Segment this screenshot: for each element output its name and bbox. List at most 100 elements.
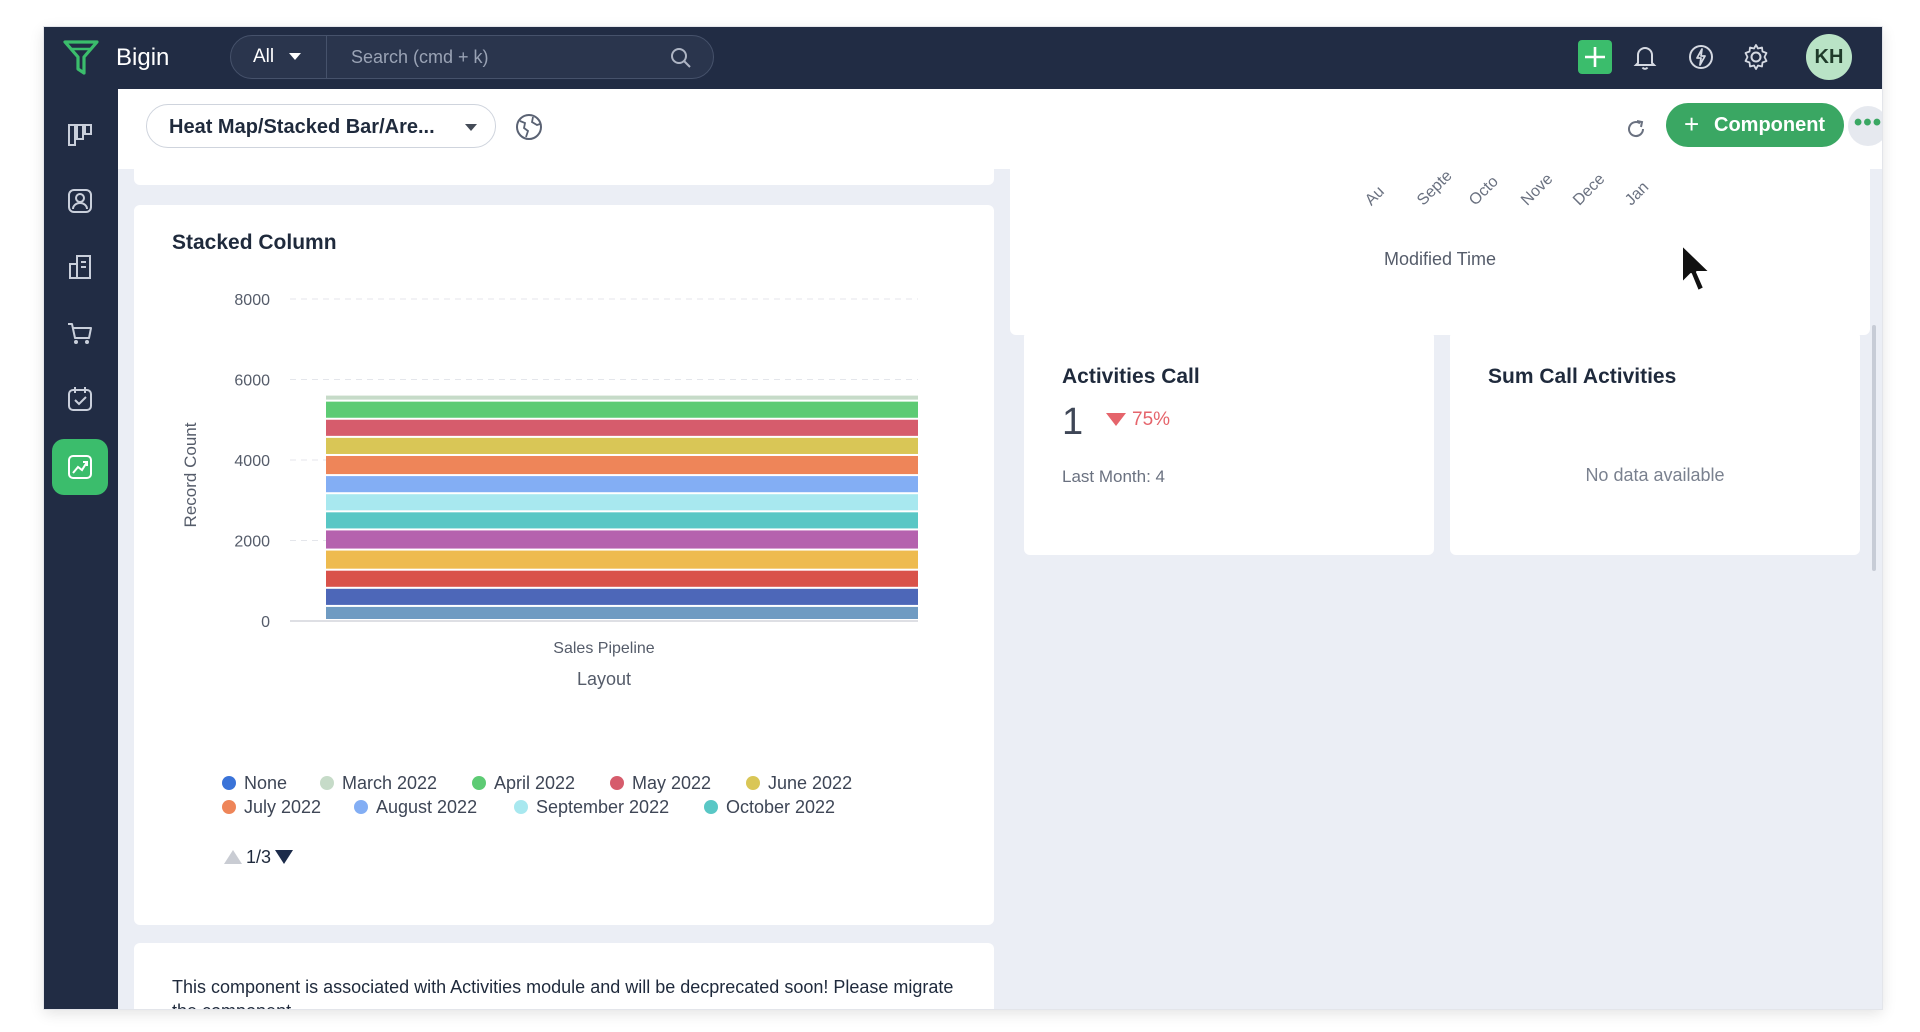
bigin-logo-icon[interactable] — [62, 37, 100, 77]
bar-segment[interactable] — [326, 530, 918, 549]
y-tick-label: 6000 — [234, 373, 270, 390]
bar-segment[interactable] — [326, 455, 918, 475]
bar-segment[interactable] — [326, 550, 918, 569]
sidebar — [44, 89, 118, 1009]
bar-segment[interactable] — [326, 512, 918, 529]
legend-item[interactable]: July 2022 — [222, 797, 321, 818]
legend-item[interactable]: June 2022 — [746, 773, 852, 794]
legend-swatch — [704, 800, 718, 814]
legend-item[interactable]: September 2022 — [514, 797, 669, 818]
component-title: Activities Call — [1062, 365, 1200, 388]
component-card-stub — [134, 157, 994, 185]
legend-label: October 2022 — [726, 797, 836, 817]
empty-state-message: No data available — [1585, 465, 1725, 485]
avatar[interactable]: KH — [1806, 34, 1852, 80]
app-window: Bigin All KH — [44, 27, 1882, 1009]
legend-pager[interactable]: 1/3 — [224, 847, 294, 868]
kpi-value: 1 — [1062, 401, 1084, 443]
bell-icon[interactable] — [1630, 42, 1660, 72]
legend-item[interactable]: May 2022 — [610, 773, 711, 794]
global-search: All — [230, 35, 714, 79]
sidebar-item-activities[interactable] — [52, 371, 108, 427]
legend-item[interactable]: None — [222, 773, 287, 794]
bar-segment[interactable] — [326, 401, 918, 418]
cart-icon — [68, 323, 92, 344]
bar-segment[interactable] — [326, 395, 918, 400]
deprecation-message: This component is associated with Activi… — [172, 977, 954, 1009]
calendar-check-icon — [68, 387, 92, 411]
legend-prev-icon[interactable] — [224, 850, 242, 864]
dashboard-name: Heat Map/Stacked Bar/Are... — [169, 116, 435, 138]
chart-icon — [68, 455, 92, 479]
kpi-change: 75% — [1132, 409, 1171, 430]
legend-swatch — [320, 776, 334, 790]
component-title: Stacked Column — [172, 231, 337, 254]
app-title: Bigin — [116, 44, 170, 71]
bar-segment[interactable] — [326, 606, 918, 619]
bar-segment[interactable] — [326, 570, 918, 587]
stacked-column-card: Stacked Column 0 2000 4000 6000 8000 Record … — [134, 205, 994, 925]
legend-swatch — [222, 800, 236, 814]
y-tick-label: 2000 — [234, 534, 270, 551]
legend-swatch — [222, 776, 236, 790]
legend-label: March 2022 — [342, 773, 438, 793]
chart-legend: None March 2022 April 2022 May 2022 June 202… — [222, 773, 922, 835]
activities-component-card: This component is associated with Activi… — [134, 943, 994, 1009]
search-scope-select[interactable]: All — [231, 36, 327, 78]
legend-label: None — [244, 773, 288, 793]
mouse-cursor-icon — [1681, 244, 1711, 292]
x-tick-label: Au — [1362, 183, 1388, 210]
y-tick-label: 8000 — [234, 292, 270, 309]
sidebar-item-products[interactable] — [52, 305, 108, 361]
add-component-button[interactable]: + Component — [1666, 103, 1844, 147]
more-options-button[interactable]: ••• — [1848, 106, 1882, 146]
chevron-down-icon — [289, 53, 301, 60]
x-axis-label: Modified Time — [1383, 249, 1497, 269]
legend-label: September 2022 — [536, 797, 670, 817]
y-tick-label: 0 — [261, 614, 270, 631]
activities-call-card: Activities Call 1 75% Last Month: 4 — [1024, 331, 1434, 555]
legend-label: May 2022 — [632, 773, 712, 793]
chevron-down-icon — [465, 124, 477, 131]
legend-swatch — [514, 800, 528, 814]
legend-swatch — [472, 776, 486, 790]
bar-segment[interactable] — [326, 588, 918, 605]
add-component-label: Component — [1714, 114, 1826, 136]
bar-segment[interactable] — [326, 437, 918, 454]
legend-item[interactable]: April 2022 — [472, 773, 575, 794]
search-icon[interactable] — [669, 46, 693, 70]
stacked-column-chart: 0 2000 4000 6000 8000 Record Count Sales Pip… — [181, 292, 918, 689]
dashboard-select[interactable]: Heat Map/Stacked Bar/Are... — [146, 104, 496, 148]
scrollbar[interactable] — [1872, 325, 1876, 571]
x-tick-label: Jan — [1622, 178, 1653, 210]
contact-icon — [68, 189, 92, 213]
legend-item[interactable]: October 2022 — [704, 797, 835, 818]
sidebar-item-contacts[interactable] — [52, 173, 108, 229]
legend-item[interactable]: March 2022 — [320, 773, 437, 794]
bar-segment[interactable] — [326, 476, 918, 493]
feature-icon[interactable] — [1686, 42, 1716, 72]
sidebar-item-companies[interactable] — [52, 239, 108, 295]
search-input[interactable] — [331, 36, 681, 78]
add-icon[interactable] — [1578, 40, 1612, 74]
legend-swatch — [354, 800, 368, 814]
gear-icon[interactable] — [1741, 42, 1771, 72]
x-tick-label: Octo — [1466, 173, 1502, 210]
x-category-label: Sales Pipeline — [553, 640, 655, 657]
x-axis-label: Layout — [577, 669, 631, 689]
bar-segment[interactable] — [326, 419, 918, 436]
sidebar-item-pipelines[interactable] — [52, 107, 108, 163]
refresh-icon[interactable] — [1624, 117, 1648, 141]
search-scope-label: All — [253, 46, 275, 67]
sidebar-item-dashboards[interactable] — [52, 439, 108, 495]
legend-item[interactable]: August 2022 — [354, 797, 477, 818]
bar-segment[interactable] — [326, 494, 918, 511]
legend-swatch — [610, 776, 624, 790]
x-tick-label: Dece — [1570, 170, 1609, 210]
trend-down-icon — [1106, 413, 1126, 426]
globe-icon[interactable] — [514, 112, 544, 142]
dashboard-header: Heat Map/Stacked Bar/Are... + Component … — [118, 89, 1882, 169]
legend-next-icon[interactable] — [275, 850, 294, 864]
pipeline-icon — [68, 124, 92, 146]
y-axis-label: Record Count — [181, 422, 200, 527]
